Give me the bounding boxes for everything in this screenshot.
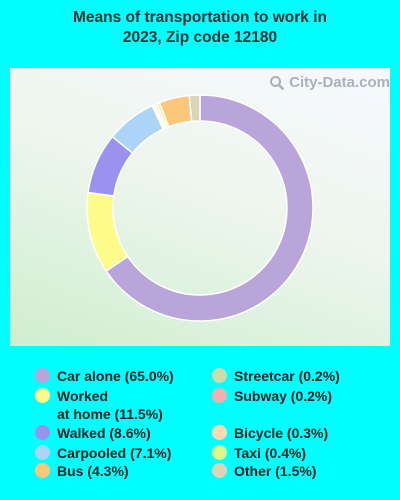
legend-item: Subway (0.2%) (212, 387, 332, 405)
legend-item: Taxi (0.4%) (212, 444, 306, 462)
watermark-text: City-Data.com (289, 74, 390, 91)
legend-swatch (212, 445, 227, 460)
legend-swatch (212, 388, 227, 403)
legend-swatch (35, 368, 50, 383)
legend-label: Taxi (0.4%) (234, 445, 307, 461)
legend-swatch (35, 463, 50, 478)
legend-label: Car alone (65.0%) (57, 368, 174, 384)
legend-swatch (212, 425, 227, 440)
slice-worked-at-home (86, 191, 129, 273)
slice-car-alone (105, 94, 314, 322)
legend-swatch (35, 388, 50, 403)
legend-swatch (35, 425, 50, 440)
legend-item: Carpooled (7.1%) (35, 444, 171, 462)
legend-label: Bus (4.3%) (57, 463, 129, 479)
magnifier-icon (270, 75, 285, 90)
legend-item: Walked (8.6%) (35, 424, 151, 442)
legend-label: Other (1.5%) (234, 463, 317, 479)
legend-item: Worked at home (11.5%) (35, 387, 163, 423)
slice-other (188, 94, 201, 123)
legend-swatch (212, 463, 227, 478)
legend-item: Bicycle (0.3%) (212, 424, 328, 442)
legend-label: Streetcar (0.2%) (234, 368, 340, 384)
legend-label: Subway (0.2%) (234, 388, 333, 404)
legend-label: Carpooled (7.1%) (57, 445, 172, 461)
legend-label: Walked (8.6%) (57, 425, 151, 441)
chart-title-line-1: Means of transportation to work in (72, 9, 328, 26)
legend-label: Bicycle (0.3%) (234, 425, 329, 441)
chart-title: Means of transportation to work in 2023,… (0, 8, 400, 48)
legend-item: Car alone (65.0%) (35, 367, 174, 385)
legend-item: Other (1.5%) (212, 462, 316, 480)
chart-title-line-2: 2023, Zip code 12180 (122, 29, 278, 46)
legend: Car alone (65.0%) Worked at home (11.5%) Wa… (0, 360, 400, 490)
legend-item: Bus (4.3%) (35, 462, 129, 480)
legend-label: Worked at home (11.5%) (57, 388, 163, 422)
watermark: City-Data.com (269, 74, 390, 91)
legend-swatch (35, 445, 50, 460)
legend-swatch (212, 368, 227, 383)
legend-item: Streetcar (0.2%) (212, 367, 340, 385)
